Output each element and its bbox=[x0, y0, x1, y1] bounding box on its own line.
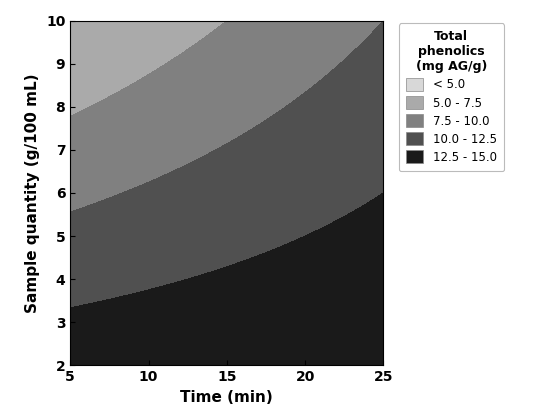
Y-axis label: Sample quantity (g/100 mL): Sample quantity (g/100 mL) bbox=[25, 73, 40, 313]
X-axis label: Time (min): Time (min) bbox=[180, 390, 273, 405]
Legend: < 5.0, 5.0 - 7.5, 7.5 - 10.0, 10.0 - 12.5, 12.5 - 15.0: < 5.0, 5.0 - 7.5, 7.5 - 10.0, 10.0 - 12.… bbox=[399, 23, 504, 171]
